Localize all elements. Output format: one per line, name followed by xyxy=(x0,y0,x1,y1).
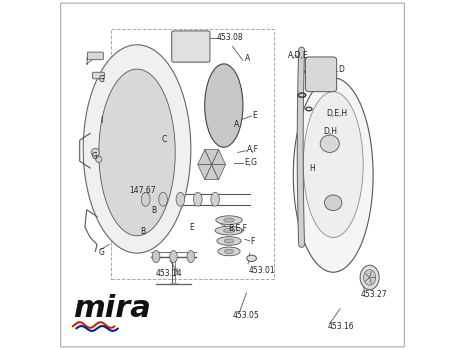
Polygon shape xyxy=(205,164,219,180)
Ellipse shape xyxy=(224,239,234,243)
Text: E,G: E,G xyxy=(245,158,258,167)
Text: D,H: D,H xyxy=(324,127,338,136)
Ellipse shape xyxy=(364,270,376,285)
Text: D: D xyxy=(339,65,344,74)
Text: 453.08: 453.08 xyxy=(217,33,244,42)
Polygon shape xyxy=(83,45,191,253)
Polygon shape xyxy=(212,164,226,180)
Text: B: B xyxy=(151,206,156,215)
Ellipse shape xyxy=(141,193,150,206)
Ellipse shape xyxy=(205,64,243,147)
Ellipse shape xyxy=(320,135,339,153)
Text: 453.27: 453.27 xyxy=(361,290,388,299)
Polygon shape xyxy=(198,164,212,180)
Text: B: B xyxy=(140,227,146,236)
Circle shape xyxy=(91,148,100,156)
Text: D,E,H: D,E,H xyxy=(326,109,347,118)
Ellipse shape xyxy=(224,229,234,233)
FancyBboxPatch shape xyxy=(93,72,104,79)
Text: E: E xyxy=(252,111,258,120)
Ellipse shape xyxy=(293,78,373,272)
Text: A: A xyxy=(245,54,250,63)
Ellipse shape xyxy=(218,247,240,256)
Ellipse shape xyxy=(325,195,342,211)
Circle shape xyxy=(96,156,102,162)
Text: C: C xyxy=(161,135,166,144)
Ellipse shape xyxy=(193,193,202,206)
Ellipse shape xyxy=(159,193,167,206)
Ellipse shape xyxy=(153,251,160,262)
Ellipse shape xyxy=(170,251,177,262)
Text: I: I xyxy=(85,58,87,66)
Text: 147.67: 147.67 xyxy=(129,186,156,195)
Text: F: F xyxy=(251,237,255,246)
Text: I: I xyxy=(175,268,178,278)
Text: A: A xyxy=(234,120,239,129)
Ellipse shape xyxy=(247,255,257,261)
Text: mira: mira xyxy=(73,294,151,323)
Ellipse shape xyxy=(216,216,242,224)
Text: A,F: A,F xyxy=(247,146,259,154)
Ellipse shape xyxy=(176,193,185,206)
Text: G: G xyxy=(92,153,98,161)
Text: E: E xyxy=(189,223,194,232)
Text: H: H xyxy=(309,163,315,173)
Ellipse shape xyxy=(303,92,363,238)
Polygon shape xyxy=(198,149,212,164)
Ellipse shape xyxy=(360,265,379,289)
Text: B,E,F: B,E,F xyxy=(228,224,247,233)
Ellipse shape xyxy=(224,218,234,222)
Ellipse shape xyxy=(187,251,195,262)
Text: G: G xyxy=(99,247,105,257)
Ellipse shape xyxy=(225,249,233,253)
Polygon shape xyxy=(99,69,175,236)
Text: 453.01: 453.01 xyxy=(248,266,275,275)
Text: 453.14: 453.14 xyxy=(156,270,183,279)
FancyBboxPatch shape xyxy=(306,57,337,92)
Ellipse shape xyxy=(215,226,243,235)
Text: I: I xyxy=(100,116,102,125)
Ellipse shape xyxy=(211,193,219,206)
FancyBboxPatch shape xyxy=(172,31,210,62)
Polygon shape xyxy=(212,149,226,164)
FancyBboxPatch shape xyxy=(87,52,103,60)
Ellipse shape xyxy=(217,237,241,245)
Text: 453.16: 453.16 xyxy=(328,322,355,330)
Text: 453.05: 453.05 xyxy=(232,311,259,320)
Text: G: G xyxy=(99,75,105,84)
Text: A,D,E: A,D,E xyxy=(288,51,309,60)
Polygon shape xyxy=(205,149,219,164)
